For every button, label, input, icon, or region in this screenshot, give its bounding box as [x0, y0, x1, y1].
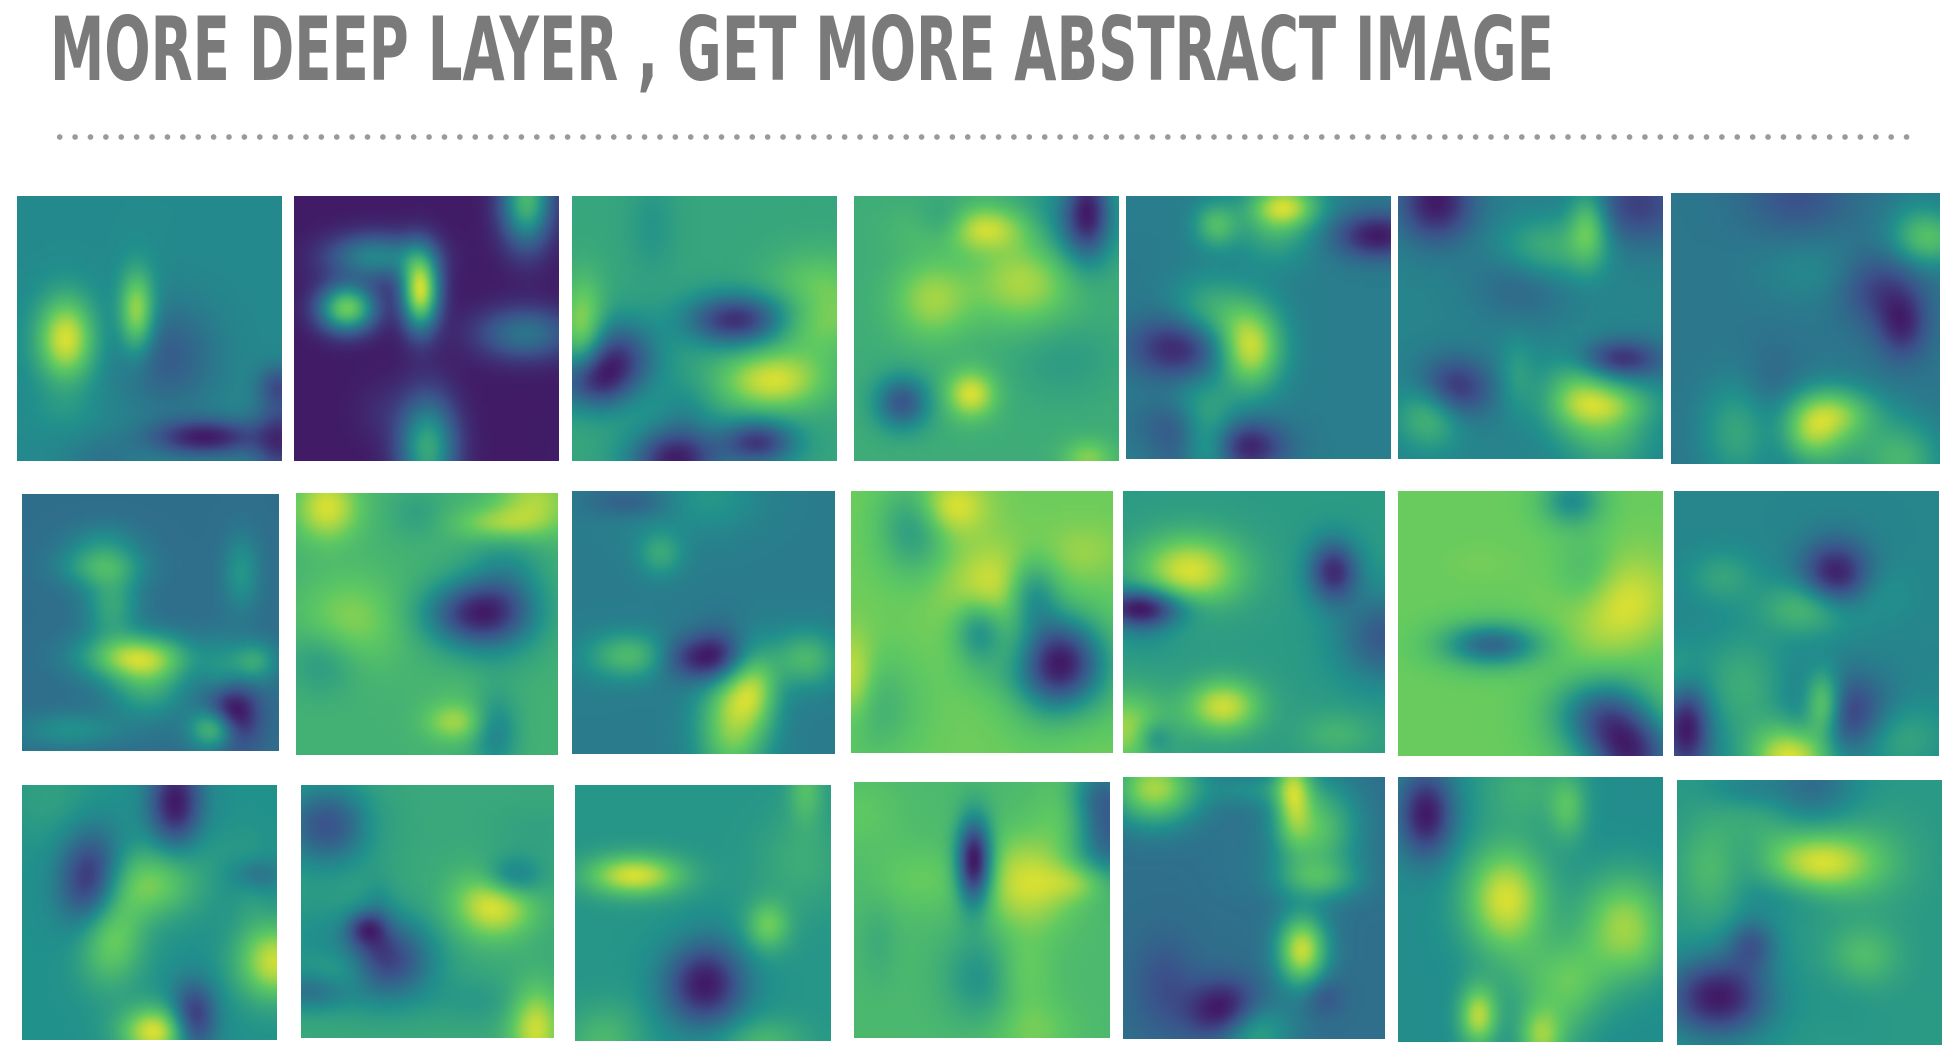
feature-map-tile [1674, 491, 1939, 756]
feature-map-tile [22, 494, 279, 751]
feature-map-tile [572, 196, 837, 461]
feature-map-tile [575, 785, 831, 1041]
feature-map-tile [1677, 780, 1942, 1045]
feature-map-tile [854, 196, 1119, 461]
dotted-divider [52, 133, 1910, 141]
feature-map-tile [1398, 777, 1663, 1042]
feature-map-tile [854, 782, 1110, 1038]
feature-map-tile [22, 785, 277, 1040]
feature-map-tile [301, 785, 554, 1038]
feature-map-tile [17, 196, 282, 461]
feature-map-tile [294, 196, 559, 461]
feature-map-tile [296, 493, 558, 755]
feature-map-tile [1671, 193, 1940, 464]
feature-map-tile [1398, 196, 1663, 459]
feature-map-tile [1126, 196, 1391, 459]
feature-map-tile [851, 491, 1113, 753]
feature-map-tile [1123, 491, 1385, 753]
feature-map-tile [1123, 777, 1385, 1039]
slide-title: MORE DEEP LAYER , GET MORE ABSTRACT IMAG… [50, 0, 1554, 101]
feature-map-tile [572, 491, 835, 754]
feature-map-tile [1398, 491, 1663, 756]
